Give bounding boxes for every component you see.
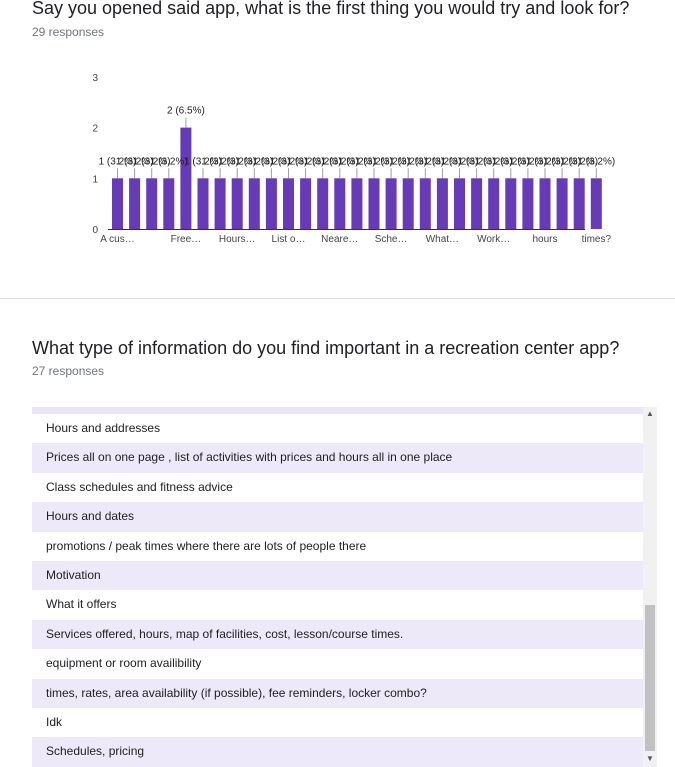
bar[interactable] [488,178,500,229]
bar[interactable] [556,178,568,229]
bar[interactable] [265,178,277,229]
data-label: 1 (3.2%) [441,156,479,167]
x-tick-label: Work… [477,234,510,245]
answer-list: Hours and addresses Prices all on one pag… [32,414,643,767]
list-item: Idk [32,707,643,738]
bar[interactable] [283,178,294,229]
x-tick-label: hours [532,234,557,245]
question-title: Say you opened said app, what is the fir… [32,0,630,18]
scroll-down-icon[interactable]: ▼ [646,754,654,763]
bar[interactable] [197,178,209,229]
bar[interactable] [419,178,431,229]
list-row-partial [32,407,643,414]
list-item: Services offered, hours, map of faciliti… [32,619,643,650]
data-label: 1 (3.2%) [338,156,376,167]
bar[interactable] [351,178,363,229]
list-item: times, rates, area availability (if poss… [32,678,643,708]
scroll-up-icon[interactable]: ▲ [646,409,654,418]
bar[interactable] [454,178,465,229]
bar[interactable] [180,127,192,229]
data-label: 1 (3.2%) [235,156,273,167]
y-tick-label: 2 [92,124,98,135]
list-item: Class schedules and fitness advice [32,472,643,503]
x-tick-label: Sche… [375,234,408,245]
bar[interactable] [129,178,141,229]
y-tick-label: 1 [92,174,98,185]
data-label: 1 (3.2%) [99,156,137,167]
list-item: equipment or room availibility [32,649,643,679]
bar[interactable] [334,178,346,229]
bar[interactable] [214,178,226,229]
bar[interactable] [112,178,123,229]
data-label: 1 (3.2%) [116,156,154,167]
bar[interactable] [436,178,448,229]
data-label: 1 (3.2%) [201,156,239,167]
list-item: Prices all on one page , list of activit… [32,443,643,473]
bar[interactable] [248,178,260,229]
data-label: 1 (3.2%) [475,156,513,167]
list-item: Hours and addresses [32,414,643,444]
data-label: 1 (3.2%) [406,156,444,167]
response-count: 29 responses [32,25,105,39]
x-tick-label: List o… [272,234,306,245]
bar[interactable] [402,178,414,229]
list-item: Motivation [32,560,643,591]
response-count: 27 responses [32,364,105,378]
data-label: 1 (3.2%) [543,156,581,167]
data-label: 1 (3.2%) [424,156,462,167]
bar[interactable] [300,178,312,229]
bar[interactable] [368,178,380,229]
bar[interactable] [317,178,329,229]
data-label: 1 (3.2%) [560,156,598,167]
section-divider [0,298,675,299]
data-label: 1 (3.2%) [133,156,171,167]
data-label: 1 (3.2%) [372,156,410,167]
data-label: 1 (3.2%) [321,156,359,167]
data-label: 1 (3.2%) [577,156,615,167]
bar[interactable] [471,178,483,229]
scrollbar[interactable]: ▲ ▼ [643,407,657,767]
bar[interactable] [163,178,175,229]
data-label: 1 (3.2%) [492,156,530,167]
bar[interactable] [573,178,585,229]
x-tick-label: Hours… [219,234,256,245]
data-label: 1 (3.2%) [509,156,547,167]
bar[interactable] [385,178,397,229]
bar[interactable] [231,178,243,229]
data-label: 1 (3.2%) [355,156,393,167]
scrollbar-thumb[interactable] [645,605,655,751]
x-tick-label: Neare… [321,234,358,245]
bar[interactable] [146,178,158,229]
data-label: 1 (3.2%) [218,156,256,167]
list-item: Hours and dates [32,502,643,532]
response-list[interactable]: Hours and addresses Prices all on one pag… [32,407,657,767]
bar[interactable] [590,178,602,229]
y-tick-label: 3 [92,73,98,84]
bar[interactable] [505,178,517,229]
data-label: 1 (3.2%) [389,156,427,167]
data-label: 1 (3.2%) [253,156,291,167]
bar[interactable] [522,178,534,229]
data-label: 1 (3.2%) [150,156,188,167]
question-title: What type of information do you find imp… [32,338,620,358]
data-label: 1 (3.2%) [304,156,342,167]
data-label: 1 (3.2%) [184,156,222,167]
x-tick-label: times? [582,234,612,245]
y-tick-label: 0 [92,225,98,236]
data-label: 2 (6.5%) [167,106,205,117]
list-item: What it offers [32,590,643,620]
x-tick-label: What… [426,234,459,245]
data-label: 1 (3.2%) [287,156,325,167]
list-item: Schedules, pricing [32,737,643,767]
data-label: 1 (3.2%) [458,156,496,167]
list-item: promotions / peak times where there are … [32,531,643,561]
x-tick-label: Free… [171,234,202,245]
bar[interactable] [539,178,551,229]
data-label: 1 (3.2%) [270,156,308,167]
data-label: 1 (3.2%) [526,156,564,167]
x-tick-label: A cus… [100,234,134,245]
